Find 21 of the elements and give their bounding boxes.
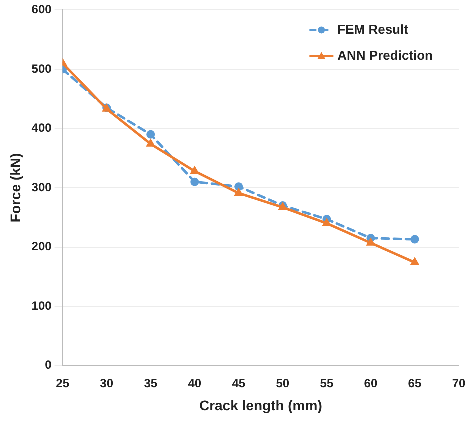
y-tick-label: 0 xyxy=(45,358,52,372)
y-tick-label: 100 xyxy=(32,298,52,313)
legend-label: ANN Prediction xyxy=(338,48,434,63)
x-tick-label: 30 xyxy=(100,376,114,390)
y-tick-label: 300 xyxy=(32,180,52,194)
x-tick-label: 55 xyxy=(320,376,334,390)
y-tick-label: 600 xyxy=(32,2,52,17)
legend-label: FEM Result xyxy=(338,22,410,37)
x-tick-label: 25 xyxy=(56,376,70,390)
x-tick-label: 50 xyxy=(276,376,290,390)
x-tick-label: 45 xyxy=(232,376,246,390)
y-tick-label: 500 xyxy=(32,62,52,76)
x-tick-label: 35 xyxy=(144,376,158,390)
y-tick-label: 200 xyxy=(32,240,52,254)
x-axis-title: Crack length (mm) xyxy=(199,397,322,414)
y-axis-title: Force (kN) xyxy=(7,153,24,223)
x-tick-label: 60 xyxy=(364,376,378,390)
y-tick-label: 400 xyxy=(32,121,52,136)
x-tick-label: 40 xyxy=(188,376,202,390)
x-tick-label: 70 xyxy=(452,376,466,390)
x-tick-label: 65 xyxy=(408,376,422,390)
